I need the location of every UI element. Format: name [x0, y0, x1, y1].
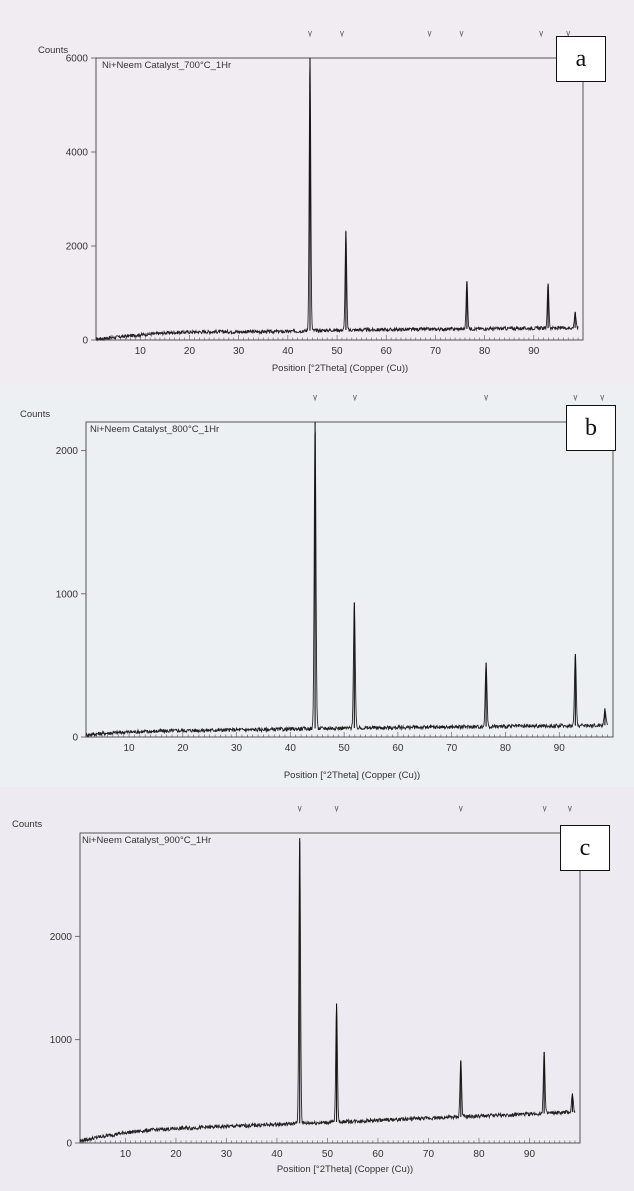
x-tick-label: 60 [381, 346, 393, 357]
x-tick-label: 30 [231, 743, 243, 754]
reference-peak-marker [458, 805, 463, 813]
x-tick-label: 50 [331, 346, 343, 357]
x-axis-title: Position [°2Theta] (Copper (Cu)) [284, 770, 420, 781]
reference-peak-marker [334, 805, 339, 813]
y-tick-label: 0 [66, 1139, 72, 1150]
paper-background [0, 0, 634, 385]
x-tick-label: 90 [554, 743, 566, 754]
y-tick-label: 2000 [50, 932, 73, 943]
xrd-chart-a: Counts Ni+Neem Catalyst_700°C_1Hr Positi… [0, 0, 634, 385]
y-tick-label: 1000 [56, 589, 79, 600]
x-tick-label: 80 [479, 346, 491, 357]
x-tick-label: 70 [430, 346, 442, 357]
y-tick-label: 0 [72, 733, 78, 744]
x-tick-label: 20 [184, 346, 196, 357]
reference-peak-marker [539, 30, 544, 38]
x-tick-label: 90 [524, 1149, 536, 1160]
y-axis-title: Counts [12, 819, 42, 830]
x-tick-label: 30 [221, 1149, 233, 1160]
x-tick-label: 30 [233, 346, 245, 357]
reference-peak-marker [297, 805, 302, 813]
x-tick-label: 50 [339, 743, 351, 754]
x-tick-label: 60 [372, 1149, 384, 1160]
y-axis-title: Counts [20, 409, 50, 420]
xrd-chart-b: Counts Ni+Neem Catalyst_800°C_1Hr Positi… [0, 385, 634, 787]
reference-peak-marker [427, 30, 432, 38]
reference-peak-marker [573, 394, 578, 402]
x-tick-label: 80 [500, 743, 512, 754]
y-tick-label: 0 [82, 336, 88, 347]
panel-label-a: a [556, 36, 606, 82]
diffraction-pattern-line [95, 61, 579, 342]
x-tick-label: 20 [170, 1149, 182, 1160]
x-tick-label: 70 [423, 1149, 435, 1160]
x-tick-label: 40 [271, 1149, 283, 1160]
paper-background [0, 787, 634, 1191]
reference-peak-marker [567, 805, 572, 813]
reference-peak-marker [352, 394, 357, 402]
y-tick-label: 2000 [56, 446, 79, 457]
x-tick-label: 60 [392, 743, 404, 754]
x-tick-label: 80 [473, 1149, 485, 1160]
reference-peak-marker [308, 30, 312, 38]
chart-title: Ni+Neem Catalyst_700°C_1Hr [102, 60, 231, 71]
reference-peak-marker [313, 394, 318, 402]
x-tick-label: 50 [322, 1149, 334, 1160]
x-tick-label: 70 [446, 743, 458, 754]
y-tick-label: 1000 [50, 1035, 73, 1046]
chart-title: Ni+Neem Catalyst_800°C_1Hr [90, 424, 219, 435]
y-tick-label: 4000 [66, 148, 89, 159]
panel-label-c: c [560, 825, 610, 871]
reference-peak-marker [484, 394, 489, 402]
x-tick-label: 40 [285, 743, 297, 754]
y-tick-label: 6000 [66, 54, 89, 65]
xrd-chart-c: Counts Ni+Neem Catalyst_900°C_1Hr Positi… [0, 787, 634, 1191]
x-tick-label: 20 [177, 743, 189, 754]
reference-peak-marker [459, 30, 464, 38]
x-axis-title: Position [°2Theta] (Copper (Cu)) [272, 363, 408, 374]
y-tick-label: 2000 [66, 242, 89, 253]
x-tick-label: 40 [282, 346, 294, 357]
panel-b: Counts Ni+Neem Catalyst_800°C_1Hr Positi… [0, 385, 634, 787]
diffraction-pattern-line [85, 431, 608, 738]
x-tick-label: 10 [120, 1149, 132, 1160]
x-axis-title: Position [°2Theta] (Copper (Cu)) [277, 1164, 413, 1175]
panel-c: Counts Ni+Neem Catalyst_900°C_1Hr Positi… [0, 787, 634, 1191]
panel-a: Counts Ni+Neem Catalyst_700°C_1Hr Positi… [0, 0, 634, 385]
plot-frame [79, 832, 581, 1144]
x-tick-label: 10 [135, 346, 147, 357]
chart-title: Ni+Neem Catalyst_900°C_1Hr [82, 835, 211, 846]
x-tick-label: 90 [528, 346, 540, 357]
reference-peak-marker [339, 30, 344, 38]
plot-frame [95, 57, 584, 341]
reference-peak-marker [542, 805, 547, 813]
x-tick-label: 10 [123, 743, 135, 754]
y-axis-title: Counts [38, 45, 68, 56]
reference-peak-marker [600, 394, 605, 402]
diffraction-pattern-line [79, 841, 576, 1144]
panel-label-b: b [566, 405, 616, 451]
